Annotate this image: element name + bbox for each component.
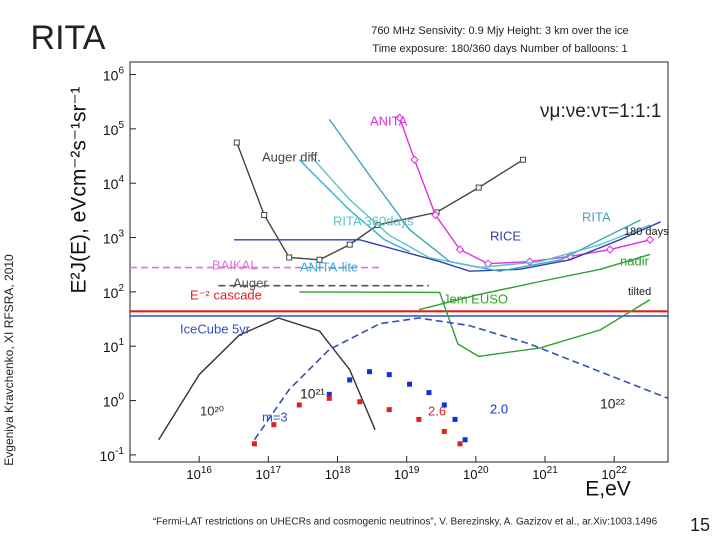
y-tick-label: 10-1 xyxy=(100,446,125,464)
data-point xyxy=(407,381,413,387)
series-label: 2.0 xyxy=(490,401,508,416)
data-point xyxy=(426,390,432,396)
x-tick-label: 1017 xyxy=(256,465,282,483)
series-label: RICE xyxy=(490,228,521,243)
marker xyxy=(455,245,465,254)
series-label: 10²⁰ xyxy=(200,403,224,418)
y-tick-label: 102 xyxy=(103,283,125,301)
data-point xyxy=(462,437,468,443)
marker xyxy=(645,235,655,244)
annotation: tilted xyxy=(628,286,651,298)
data-point xyxy=(416,416,422,422)
series-label: Auger diff. xyxy=(262,149,321,164)
y-tick-label: 100 xyxy=(103,391,125,409)
annotation: 10²¹ xyxy=(300,386,325,402)
x-tick-label: 1020 xyxy=(463,465,489,483)
series-label: E⁻² cascade xyxy=(190,287,262,302)
series-line xyxy=(298,159,410,253)
y-tick-label: 106 xyxy=(103,65,125,83)
annotation: 180 days xyxy=(624,226,669,238)
page-number: 15 xyxy=(690,515,710,535)
side-note: Evgeniya Kravchenko, XI RFSRA, 2010 xyxy=(2,254,16,466)
data-point xyxy=(347,377,353,383)
slide-title: RITA xyxy=(31,19,106,57)
data-point xyxy=(441,428,447,434)
series-label: nadir xyxy=(620,253,650,268)
marker xyxy=(261,211,268,218)
annotation: νμ:νe:ντ=1:1:1 xyxy=(540,101,661,122)
data-point xyxy=(452,416,458,422)
series-label: RITA 360days xyxy=(333,213,414,228)
data-point xyxy=(326,391,332,397)
data-point xyxy=(366,369,372,375)
series-label: Auger xyxy=(233,275,268,290)
y-tick-label: 101 xyxy=(103,337,125,355)
x-axis-label: E,eV xyxy=(585,478,631,501)
series-line xyxy=(328,118,641,272)
header-line: 760 MHz Sensivity: 0.9 Mjy Height: 3 km … xyxy=(371,25,628,37)
data-point xyxy=(326,395,332,401)
marker xyxy=(286,254,293,261)
series-line xyxy=(158,317,376,441)
marker xyxy=(316,256,323,263)
x-tick-label: 1019 xyxy=(394,465,420,483)
data-point xyxy=(271,422,277,428)
data-point xyxy=(457,441,463,447)
series-label: Jem EUSO xyxy=(443,291,508,306)
data-point xyxy=(251,441,257,447)
footer-citation: “Fermi-LAT restrictions on UHECRs and co… xyxy=(153,517,658,528)
x-tick-label: 1016 xyxy=(186,465,212,483)
series-label: RITA xyxy=(582,209,611,224)
series-label: ANITA-lite xyxy=(300,259,358,274)
x-tick-label: 1021 xyxy=(532,465,558,483)
marker xyxy=(475,184,482,191)
data-point xyxy=(441,402,447,408)
series-label: m=3 xyxy=(262,409,288,424)
plot-area xyxy=(130,113,668,447)
x-tick-label: 1018 xyxy=(325,465,351,483)
marker xyxy=(519,156,526,163)
y-tick-label: 103 xyxy=(103,228,125,246)
data-point xyxy=(296,402,302,408)
marker xyxy=(431,210,440,220)
header-line: Time exposure: 180/360 days Number of ba… xyxy=(372,43,627,55)
y-tick-label: 105 xyxy=(103,120,125,138)
series-line xyxy=(299,291,651,358)
marker xyxy=(605,245,615,254)
data-point xyxy=(386,407,392,413)
marker xyxy=(395,113,404,122)
data-point xyxy=(357,399,363,405)
y-axis-label: E²J(E), eVcm⁻²s⁻¹sr⁻¹ xyxy=(68,86,91,293)
data-point xyxy=(386,372,392,378)
marker xyxy=(525,257,534,266)
series-line xyxy=(418,253,651,311)
marker xyxy=(233,139,240,146)
series-label: 2.6 xyxy=(428,403,446,418)
series-line xyxy=(308,153,651,269)
series-label: ANITA xyxy=(370,113,408,128)
annotation: 10²² xyxy=(600,396,625,412)
marker xyxy=(346,241,353,248)
x-tick-label: 1022 xyxy=(601,465,627,483)
marker xyxy=(410,155,419,164)
y-tick-label: 104 xyxy=(103,174,125,192)
series-line xyxy=(253,317,668,441)
series-line xyxy=(234,221,661,272)
series-label: IceCube 5yr xyxy=(180,321,251,336)
plot-frame xyxy=(129,61,669,463)
series-line xyxy=(398,117,651,265)
series-label: BAIKAL xyxy=(212,257,258,272)
